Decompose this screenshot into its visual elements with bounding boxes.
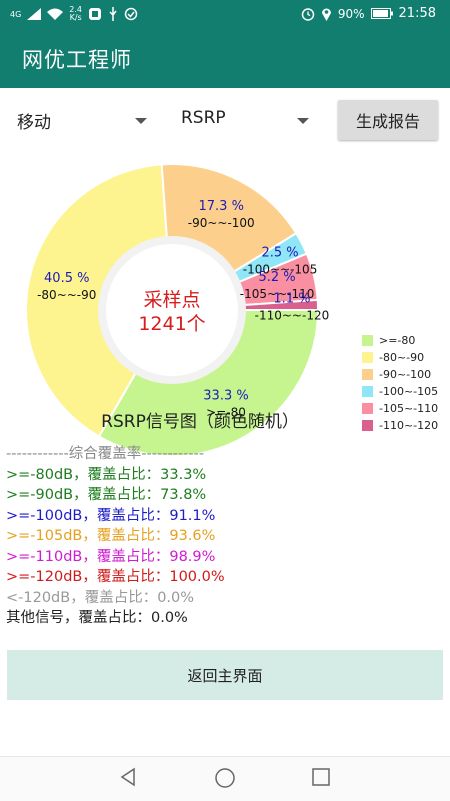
home-icon[interactable] [214, 767, 236, 789]
battery-icon [370, 8, 393, 19]
main-content: 移动 RSRP 生成报告 33.3 % >=-80 40.5 % -80~~-90 17… [0, 88, 450, 756]
legend-label: -80~-90 [379, 351, 425, 364]
coverage-row: >=-90dB，覆盖占比：73.8% [6, 487, 207, 503]
coverage-row: >=-120dB，覆盖占比：100.0% [6, 569, 225, 585]
coverage-row: >=-100dB，覆盖占比：91.1% [6, 507, 216, 524]
legend-item: -80~-90 [362, 349, 438, 366]
coverage-row: 其他信号，覆盖占比：0.0% [6, 610, 188, 626]
battery-percent: 90% [337, 6, 365, 21]
alarm-icon [301, 7, 315, 21]
legend-item: -90~-100 [362, 366, 438, 383]
generate-report-button[interactable]: 生成报告 [338, 100, 438, 140]
speed-value: 2.4 [69, 5, 83, 14]
legend-item: -100~-105 [362, 383, 438, 400]
slice-percent-label: 40.5 % [44, 271, 89, 286]
legend-swatch [362, 403, 373, 414]
slice-percent-label: 17.3 % [199, 199, 244, 214]
legend-swatch [362, 386, 373, 397]
legend-label: -100~-105 [379, 385, 439, 398]
slice-range-label: -110~~-120 [255, 308, 330, 322]
speed-readout: 2.4 K/s [69, 6, 82, 22]
metric-dropdown[interactable]: RSRP [181, 108, 311, 136]
operator-value: 移动 [17, 113, 51, 133]
notification-icon [89, 8, 102, 20]
back-to-main-button[interactable]: 返回主界面 [7, 650, 443, 700]
slice-range-label: >=-80 [206, 406, 246, 420]
slice-percent-label: 5.2 % [259, 270, 296, 285]
app-title: 网优工程师 [22, 48, 132, 72]
slice-range-label: -90~~-100 [188, 216, 255, 230]
usb-icon [109, 7, 117, 21]
slice-range-label: -80~~-90 [37, 288, 96, 302]
legend-item: -110~-120 [362, 417, 438, 434]
coverage-row: >=-110dB，覆盖占比：98.9% [6, 548, 216, 565]
slice-percent-label: 33.3 % [203, 389, 248, 404]
slice-range-label: -100~~-105 [243, 263, 318, 277]
app-bar: 网优工程师 [0, 30, 450, 88]
legend-item: >=-80 [362, 332, 438, 349]
speed-unit: K/s [69, 13, 82, 22]
legend-swatch [362, 369, 373, 380]
status-bar: 4G 2.4 K/s 90% 21:58 [0, 0, 450, 30]
dropdown-arrow-icon [297, 118, 309, 124]
slice-percent-label: 2.5 % [261, 246, 298, 261]
legend-label: -110~-120 [379, 419, 439, 432]
operator-dropdown[interactable]: 移动 [17, 108, 149, 136]
metric-value: RSRP [181, 108, 226, 128]
coverage-row: <-120dB，覆盖占比：0.0% [6, 589, 195, 606]
slice-range-label: -105~~-110 [240, 287, 315, 301]
coverage-row: >=-80dB，覆盖占比：33.3% [6, 466, 207, 483]
dropdown-arrow-icon [135, 118, 147, 124]
clock: 21:58 [398, 6, 436, 21]
slice-percent-label: 1.1 % [273, 291, 310, 306]
legend-swatch [362, 335, 373, 346]
system-nav-bar [0, 756, 450, 801]
chart-legend: >=-80 -80~-90 -90~-100 -100~-105 -105~-110 -1… [362, 332, 438, 434]
chart-title: RSRP信号图（颜色随机） [101, 412, 299, 432]
location-icon [321, 8, 331, 21]
legend-label: >=-80 [379, 334, 416, 347]
back-icon[interactable] [118, 767, 138, 787]
center-value: 1241个 [138, 313, 205, 335]
legend-label: -105~-110 [379, 402, 439, 415]
legend-swatch [362, 352, 373, 363]
signal-icon [27, 8, 42, 20]
wifi-icon [47, 8, 64, 20]
network-label: 4G [10, 9, 22, 19]
rsrp-chart: 33.3 % >=-80 40.5 % -80~~-90 17.3 % -90~~-100… [0, 160, 450, 460]
coverage-row: >=-105dB，覆盖占比：93.6% [6, 528, 216, 544]
legend-swatch [362, 420, 373, 431]
coverage-header: ------------综合覆盖率------------ [6, 446, 205, 462]
pie-chart: 33.3 % >=-80 40.5 % -80~~-90 17.3 % -90~~-100… [25, 163, 330, 457]
legend-label: -90~-100 [379, 368, 432, 381]
coverage-stats: ------------综合覆盖率------------ >=-80dB，覆盖… [6, 444, 225, 629]
recents-icon[interactable] [311, 767, 331, 787]
donut-hole [106, 244, 238, 376]
legend-item: -105~-110 [362, 400, 438, 417]
center-label: 采样点 [143, 289, 200, 311]
sync-icon [124, 7, 138, 21]
